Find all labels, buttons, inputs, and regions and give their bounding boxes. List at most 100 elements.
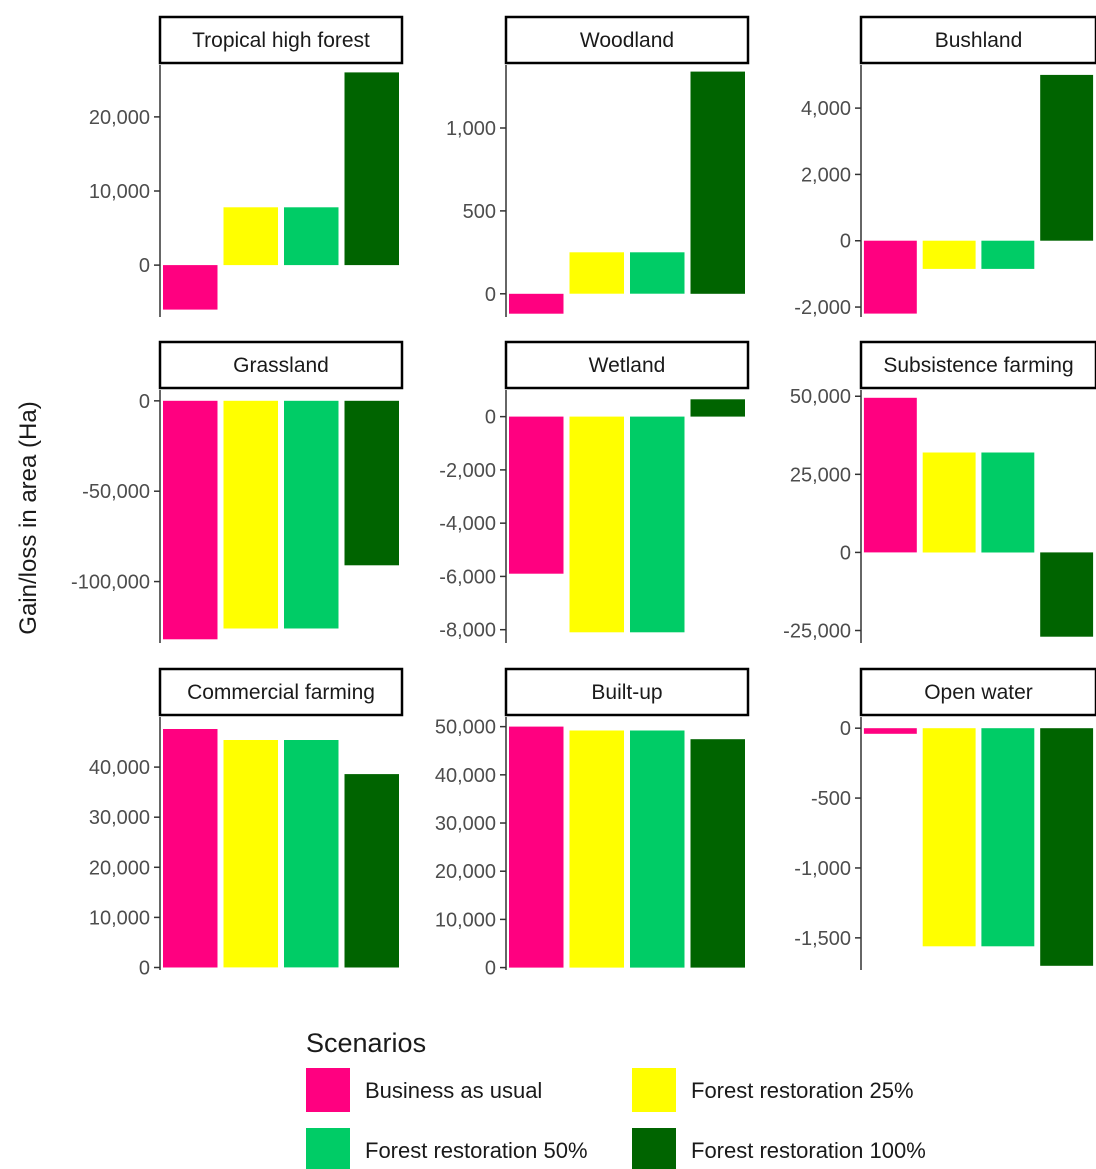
bar-forest-restoration-50 [284,740,339,968]
panel-strip [859,340,1096,390]
y-tick-label: 0 [139,255,150,277]
panel-strip [158,667,404,717]
legend-item-forest-restoration-100: Forest restoration 100% [632,1128,926,1169]
bar-forest-restoration-100 [344,774,399,968]
bar-forest-restoration-100 [690,399,745,417]
panel-grassland: Grassland -100,000 -50,000 0 [71,340,404,643]
panel-title: Open water [924,681,1033,704]
panel-title: Woodland [580,29,674,52]
legend-title: Scenarios [306,1028,426,1058]
panel-bushland: Bushland -2,000 0 2,000 4,000 [794,15,1096,319]
bar-forest-restoration-25 [569,252,624,294]
y-tick-label: 40,000 [89,757,150,779]
panel-subsistence-farming: Subsistence farming -25,000 0 25,000 50,000 [783,340,1096,643]
bar-business-as-usual [863,728,917,734]
y-tick-label: 50,000 [790,386,851,408]
legend-item-forest-restoration-25: Forest restoration 25% [632,1068,914,1112]
y-tick-label: 10,000 [435,909,496,931]
bar-forest-restoration-25 [223,740,278,968]
y-tick-label: -2,000 [439,460,496,482]
bar-business-as-usual [863,240,917,314]
legend: Scenarios Business as usual Forest restor… [306,1028,926,1169]
bar-business-as-usual [163,729,218,968]
legend-item-forest-restoration-50: Forest restoration 50% [306,1128,588,1169]
panel-strip [158,15,404,65]
bar-forest-restoration-25 [223,400,278,629]
y-tick-label: 10,000 [89,907,150,929]
panel-strip [504,340,750,390]
bar-forest-restoration-100 [1040,728,1094,966]
bar-forest-restoration-100 [1040,74,1094,241]
bar-forest-restoration-50 [630,416,685,633]
y-tick-label: -4,000 [439,513,496,535]
panel-title: Wetland [589,354,666,377]
panel-strip [859,667,1096,717]
legend-swatch [306,1068,350,1112]
bar-forest-restoration-25 [569,730,624,968]
panel-tropical-high-forest: Tropical high forest 0 10,000 20,000 [89,15,404,317]
bar-forest-restoration-50 [981,240,1035,269]
y-tick-label: 30,000 [89,807,150,829]
panel-open-water: Open water -1,500 -1,000 -500 0 [794,667,1096,970]
bar-forest-restoration-100 [344,400,399,566]
legend-swatch [632,1128,676,1169]
panel-commercial-farming: Commercial farming 0 10,000 20,000 30,000 40,… [89,667,404,979]
y-tick-label: 4,000 [801,98,851,120]
y-tick-label: -500 [811,788,851,810]
y-tick-label: 1,000 [446,118,496,140]
bar-forest-restoration-50 [981,728,1035,947]
panel-title: Tropical high forest [192,29,370,52]
y-tick-label: 50,000 [435,717,496,739]
y-tick-label: -1,500 [794,928,851,950]
y-tick-label: 20,000 [435,861,496,883]
legend-label: Business as usual [365,1078,542,1103]
panels: Tropical high forest 0 10,000 20,000 Woodlan… [71,15,1096,980]
panel-title: Grassland [233,354,329,377]
y-tick-label: 500 [463,201,496,223]
bar-forest-restoration-50 [981,452,1035,553]
panel-strip [504,667,750,717]
bar-forest-restoration-50 [284,400,339,629]
y-tick-label: 0 [485,958,496,980]
panel-title: Bushland [935,29,1023,52]
bar-forest-restoration-25 [569,416,624,633]
y-tick-label: 2,000 [801,164,851,186]
y-tick-label: 0 [840,542,851,564]
y-tick-label: -25,000 [783,621,851,643]
y-tick-label: -2,000 [794,297,851,319]
panel-title: Subsistence farming [883,354,1073,377]
y-tick-label: 0 [139,391,150,413]
panel-strip [859,15,1096,65]
y-tick-label: -50,000 [82,481,150,503]
y-tick-label: 40,000 [435,765,496,787]
bar-business-as-usual [163,265,218,310]
panel-title: Built-up [591,681,662,704]
y-axis-title: Gain/loss in area (Ha) [15,401,42,634]
y-tick-label: 0 [840,718,851,740]
y-tick-label: -6,000 [439,566,496,588]
legend-label: Forest restoration 100% [691,1138,926,1163]
legend-label: Forest restoration 50% [365,1138,588,1163]
y-tick-label: 10,000 [89,181,150,203]
bar-forest-restoration-100 [1040,552,1094,637]
bar-business-as-usual [509,416,564,574]
legend-label: Forest restoration 25% [691,1078,914,1103]
panel-strip [504,15,750,65]
y-tick-label: -8,000 [439,620,496,642]
bar-forest-restoration-25 [223,207,278,266]
y-tick-label: 25,000 [790,464,851,486]
bar-forest-restoration-25 [922,240,976,269]
legend-swatch [306,1128,350,1169]
panel-strip [158,340,404,390]
bar-business-as-usual [163,400,218,640]
bar-forest-restoration-25 [922,728,976,947]
bar-business-as-usual [509,726,564,968]
y-tick-label: 0 [485,407,496,429]
y-tick-label: -1,000 [794,858,851,880]
panel-wetland: Wetland -8,000 -6,000 -4,000 -2,000 0 [439,340,750,643]
bar-forest-restoration-50 [630,730,685,968]
y-tick-label: 0 [840,231,851,253]
y-tick-label: -100,000 [71,572,150,594]
bar-business-as-usual [863,397,917,553]
